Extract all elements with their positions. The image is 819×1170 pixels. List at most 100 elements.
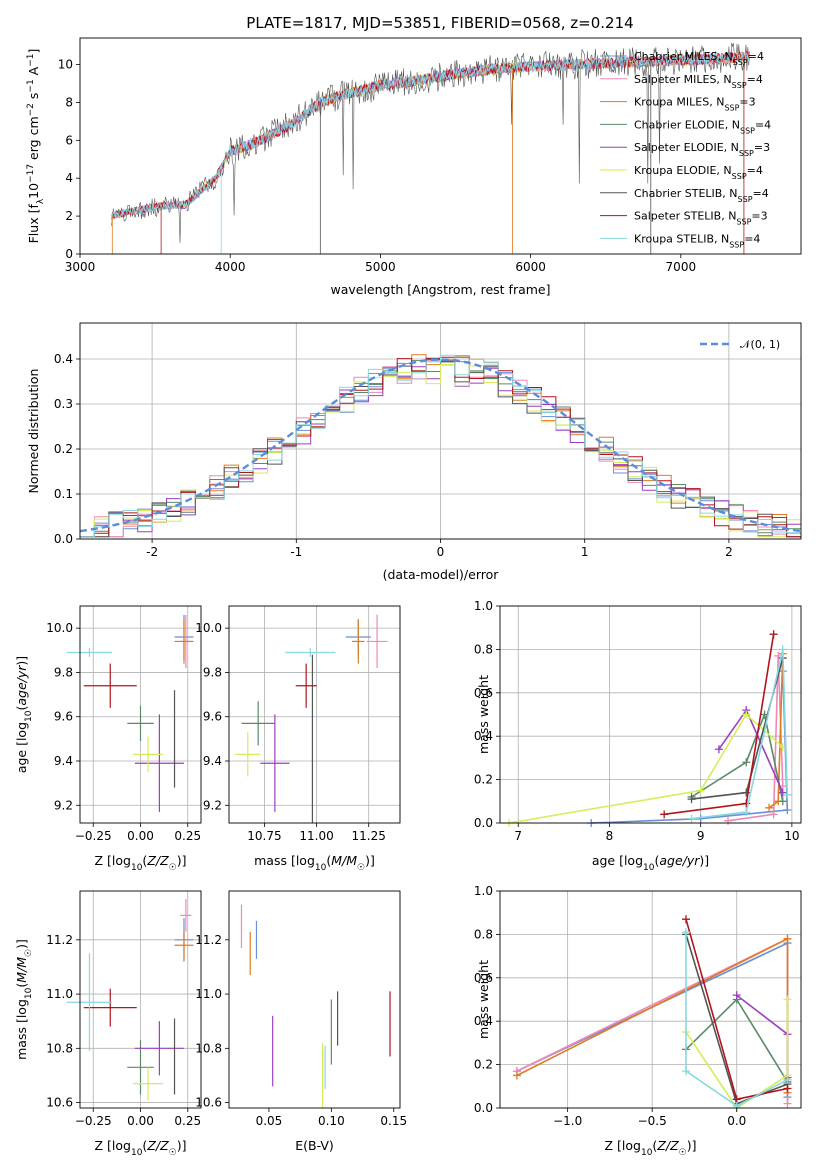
- x-tick-label: 7: [514, 829, 522, 843]
- legend-label-text: Salpeter ELODIE, N: [634, 141, 739, 154]
- weight-line-5: [508, 713, 784, 824]
- weight-marker: [682, 928, 691, 937]
- label-part: 10: [24, 710, 34, 722]
- label-part: 10: [315, 863, 327, 873]
- label-part: )]: [699, 853, 709, 868]
- label-part: Z [log: [605, 1138, 641, 1153]
- label-part: )]: [14, 939, 29, 949]
- mass-age-axes: 10.75 11.00 11.25 9.2 9.4 9.6 9.8 10.0 mass [log…: [195, 605, 401, 873]
- legend-label: Chabrier MILES, NSSP=4: [634, 50, 764, 67]
- x-tick-label: 4000: [215, 260, 246, 274]
- label-part: E(B-V): [295, 1138, 334, 1153]
- y-tick-label: 0.1: [54, 487, 73, 501]
- y-tick-label: 0.2: [54, 442, 73, 456]
- x-tick-label: 0.25: [174, 1114, 201, 1128]
- weight-marker: [682, 915, 691, 924]
- weight-line-4: [736, 994, 789, 1078]
- label-part: 10: [24, 987, 34, 999]
- weight-line-3: [691, 711, 784, 802]
- weight-marker: [765, 803, 774, 812]
- spectrum-ylabel: Flux [fλ10−17 erg cm−2 s−1 A−1]: [26, 49, 46, 244]
- weight-marker: [783, 1099, 792, 1108]
- x-tick-label: 11.25: [352, 829, 386, 843]
- legend-label-sub: SSP: [729, 240, 744, 249]
- age-weight-xlabel: age [log10(age/yr)]: [592, 853, 709, 873]
- x-tick-label: 10.75: [247, 829, 281, 843]
- y-tick-label: 9.6: [54, 710, 73, 724]
- legend-label-num: =4: [744, 232, 760, 245]
- y-tick-label: 11.0: [195, 987, 222, 1001]
- legend-label: Kroupa ELODIE, NSSP=4: [634, 164, 763, 181]
- label-part: 10: [641, 1148, 653, 1158]
- legend-label-sub: SSP: [724, 103, 739, 112]
- y-tick-label: 6: [65, 133, 73, 147]
- legend-label: Kroupa STELIB, NSSP=4: [634, 232, 760, 249]
- y-tick-label: 0.3: [54, 397, 73, 411]
- label-part: Z/Z: [146, 1138, 169, 1153]
- x-tick-label: 0.15: [380, 1114, 407, 1128]
- legend-label-sub: SSP: [733, 58, 748, 67]
- y-tick-label: 10: [58, 58, 73, 72]
- x-tick-label: 9: [697, 829, 705, 843]
- label-part: ☉: [169, 863, 177, 873]
- y-tick-label: 1.0: [474, 884, 493, 898]
- y-tick-label: 0.4: [54, 352, 73, 366]
- label-part: age/yr: [659, 853, 700, 868]
- legend-label-text: Chabrier ELODIE, N: [634, 118, 740, 131]
- label-part: ☉: [679, 1148, 687, 1158]
- weight-line-8: [691, 649, 789, 820]
- y-tick-label: 9.8: [203, 665, 222, 679]
- weight-marker: [783, 934, 792, 943]
- y-tick-label: 0.0: [474, 1101, 493, 1115]
- legend-label-num: =4: [755, 118, 771, 131]
- label-part: 10: [643, 863, 655, 873]
- spectrum-line-7: [111, 51, 750, 220]
- label-part: −17: [26, 164, 36, 183]
- label-part: 10: [131, 863, 143, 873]
- x-tick-label: 8: [606, 829, 614, 843]
- z-age-ylabel: age [log10(age/yr)]: [14, 656, 34, 773]
- z-weight-xlabel: Z [log10(Z/Z☉)]: [605, 1138, 697, 1158]
- z-age-axes: −0.25 0.00 0.259.29.49.69.810.0Z [log10(Z/…: [14, 605, 202, 873]
- y-tick-label: 0.4: [474, 729, 493, 743]
- legend-label-sub: SSP: [736, 217, 751, 226]
- legend-label: Salpeter ELODIE, NSSP=3: [634, 141, 770, 158]
- spectrum-xlabel: wavelength [Angstrom, rest frame]: [330, 282, 550, 297]
- x-tick-label: −0.5: [638, 1114, 667, 1128]
- axes-frame: [228, 605, 401, 824]
- legend-label-text: Chabrier STELIB, N: [634, 187, 738, 200]
- weight-marker: [687, 814, 696, 823]
- residuals-xlabel: (data-model)/error: [383, 567, 500, 582]
- normal-curve: [79, 358, 802, 533]
- weight-marker: [724, 816, 733, 825]
- x-tick-label: 0.00: [127, 829, 154, 843]
- weight-line-8: [685, 932, 788, 1107]
- y-tick-label: 0.6: [474, 971, 493, 985]
- y-tick-label: 10.6: [195, 1096, 222, 1110]
- y-tick-label: 9.6: [203, 710, 222, 724]
- label-part: age [log: [14, 722, 29, 773]
- x-tick-label: −0.25: [75, 1114, 112, 1128]
- legend-label-sub: SSP: [739, 149, 754, 158]
- label-part: M/M: [14, 957, 29, 983]
- weight-marker: [742, 710, 751, 719]
- ebv-mass-axes: 0.05 0.10 0.15 10.6 10.8 11.0 11.2 E(B-V): [195, 890, 407, 1153]
- weight-marker: [783, 1084, 792, 1093]
- y-tick-label: 0.2: [474, 1058, 493, 1072]
- label-part: ☉: [24, 949, 34, 957]
- label-part: M/M: [331, 853, 357, 868]
- x-tick-label: 2: [725, 545, 733, 559]
- label-part: ☉: [357, 863, 365, 873]
- y-tick-label: 0.0: [474, 816, 493, 830]
- legend-label-num: =3: [754, 141, 770, 154]
- legend-label: Chabrier STELIB, NSSP=4: [634, 187, 769, 204]
- z-weight-ylabel: mass weight: [476, 960, 491, 1039]
- y-tick-label: 8: [65, 95, 73, 109]
- spectrum-line-8: [111, 52, 750, 220]
- weight-marker: [778, 788, 787, 797]
- weight-marker: [512, 1071, 521, 1080]
- legend-label: 𝒩(0, 1): [740, 338, 780, 351]
